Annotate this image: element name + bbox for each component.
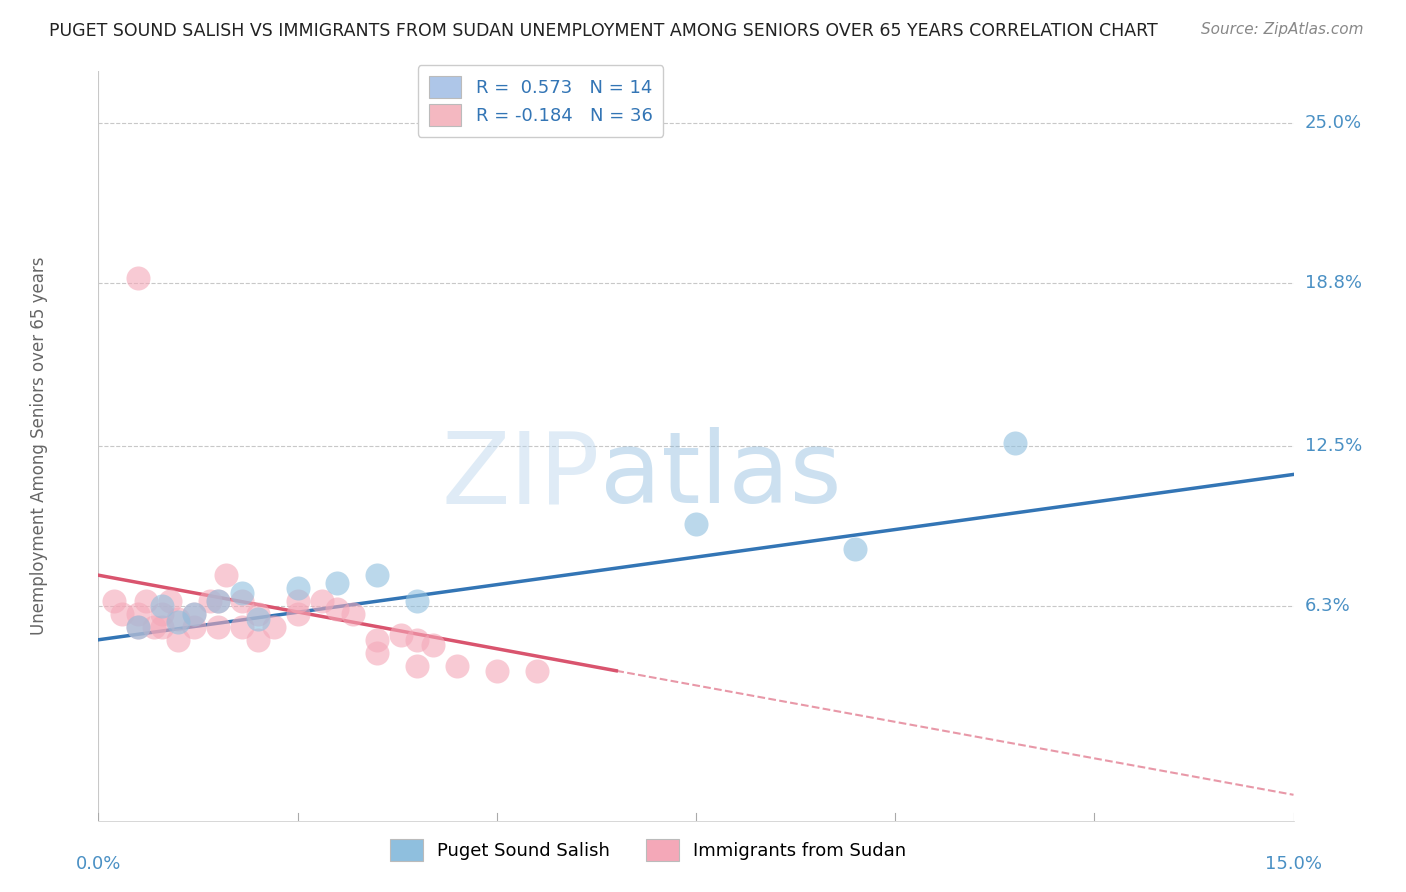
- Point: [389, 627, 412, 641]
- Point: [446, 658, 468, 673]
- Text: 18.8%: 18.8%: [1305, 274, 1361, 293]
- Point: [167, 612, 190, 626]
- Point: [111, 607, 134, 621]
- Text: Unemployment Among Seniors over 65 years: Unemployment Among Seniors over 65 years: [30, 257, 48, 635]
- Text: 25.0%: 25.0%: [1305, 114, 1362, 132]
- Point: [127, 620, 149, 634]
- Point: [406, 632, 429, 647]
- Point: [485, 664, 508, 678]
- Point: [406, 594, 429, 608]
- Point: [685, 516, 707, 531]
- Point: [406, 658, 429, 673]
- Point: [215, 568, 238, 582]
- Point: [159, 594, 181, 608]
- Point: [526, 664, 548, 678]
- Point: [287, 594, 309, 608]
- Point: [198, 594, 221, 608]
- Point: [183, 607, 205, 621]
- Text: PUGET SOUND SALISH VS IMMIGRANTS FROM SUDAN UNEMPLOYMENT AMONG SENIORS OVER 65 Y: PUGET SOUND SALISH VS IMMIGRANTS FROM SU…: [49, 22, 1159, 40]
- Point: [231, 620, 253, 634]
- Text: 0.0%: 0.0%: [76, 855, 121, 873]
- Point: [422, 638, 444, 652]
- Text: ZIP: ZIP: [441, 427, 600, 524]
- Point: [207, 594, 229, 608]
- Point: [150, 620, 173, 634]
- Point: [366, 568, 388, 582]
- Point: [287, 607, 309, 621]
- Point: [207, 594, 229, 608]
- Point: [326, 576, 349, 591]
- Point: [183, 607, 205, 621]
- Point: [231, 594, 253, 608]
- Text: 12.5%: 12.5%: [1305, 437, 1362, 455]
- Point: [167, 632, 190, 647]
- Point: [326, 601, 349, 615]
- Point: [246, 612, 269, 626]
- Point: [1004, 436, 1026, 450]
- Text: atlas: atlas: [600, 427, 842, 524]
- Point: [246, 632, 269, 647]
- Point: [143, 620, 166, 634]
- Point: [311, 594, 333, 608]
- Point: [127, 607, 149, 621]
- Point: [366, 646, 388, 660]
- Point: [103, 594, 125, 608]
- Point: [231, 586, 253, 600]
- Point: [207, 620, 229, 634]
- Point: [135, 594, 157, 608]
- Point: [246, 607, 269, 621]
- Point: [127, 271, 149, 285]
- Point: [150, 599, 173, 614]
- Legend: Puget Sound Salish, Immigrants from Sudan: Puget Sound Salish, Immigrants from Suda…: [382, 831, 914, 868]
- Point: [167, 615, 190, 629]
- Text: Source: ZipAtlas.com: Source: ZipAtlas.com: [1201, 22, 1364, 37]
- Point: [263, 620, 285, 634]
- Text: 6.3%: 6.3%: [1305, 597, 1350, 615]
- Point: [342, 607, 364, 621]
- Point: [287, 581, 309, 595]
- Point: [150, 607, 173, 621]
- Point: [844, 542, 866, 557]
- Point: [366, 632, 388, 647]
- Point: [183, 620, 205, 634]
- Text: 15.0%: 15.0%: [1265, 855, 1322, 873]
- Point: [127, 620, 149, 634]
